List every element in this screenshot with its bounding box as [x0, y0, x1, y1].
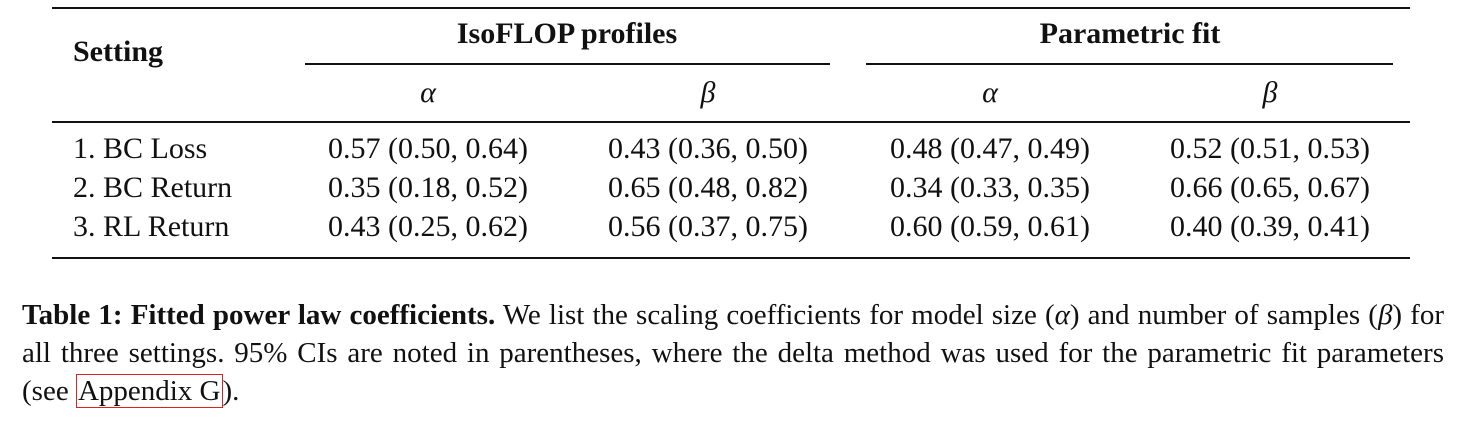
- caption-title: Fitted power law coefficients.: [130, 299, 496, 331]
- caption-text: ) for all three settings. 95% CIs are no…: [22, 299, 1444, 407]
- subheader: α: [982, 76, 998, 109]
- table-cell: 0.34 (0.33, 0.35): [890, 171, 1090, 204]
- table-cell: 0.66 (0.65, 0.67): [1170, 171, 1370, 204]
- appendix-link[interactable]: Appendix G: [75, 374, 223, 408]
- group-rule: [866, 63, 1393, 65]
- bottom-rule: [52, 257, 1410, 259]
- row-label: 1. BC Loss: [73, 132, 208, 165]
- subheader: β: [700, 76, 716, 109]
- table-cell: 0.48 (0.47, 0.49): [890, 132, 1090, 165]
- table-cell: 0.43 (0.36, 0.50): [608, 132, 808, 165]
- caption: Table 1: Fitted power law coefficients. …: [22, 296, 1444, 410]
- caption-text: ).: [222, 375, 240, 407]
- caption-text: We list the scaling coefficients for mod…: [495, 299, 1055, 331]
- table-cell: 0.52 (0.51, 0.53): [1170, 132, 1370, 165]
- row-label: 3. RL Return: [73, 210, 230, 243]
- top-rule: [52, 7, 1410, 9]
- header-group: IsoFLOP profiles: [456, 17, 678, 50]
- group-rule: [305, 63, 830, 65]
- subheader: α: [420, 76, 436, 109]
- table-cell: 0.65 (0.48, 0.82): [608, 171, 808, 204]
- table-cell: 0.60 (0.59, 0.61): [890, 210, 1090, 243]
- table-cell: 0.35 (0.18, 0.52): [328, 171, 528, 204]
- subheader: β: [1262, 76, 1278, 109]
- header-group: Parametric fit: [1039, 17, 1221, 50]
- table-cell: 0.40 (0.39, 0.41): [1170, 210, 1370, 243]
- header-setting: Setting: [73, 35, 163, 68]
- caption-label: Table 1:: [22, 299, 123, 331]
- table-cell: 0.57 (0.50, 0.64): [328, 132, 528, 165]
- symbol: β: [1377, 299, 1393, 331]
- row-label: 2. BC Return: [73, 171, 233, 204]
- symbol: α: [1054, 299, 1070, 331]
- mid-rule: [52, 121, 1410, 123]
- table-cell: 0.56 (0.37, 0.75): [608, 210, 808, 243]
- caption-text: ) and number of samples (: [1069, 299, 1378, 331]
- table-cell: 0.43 (0.25, 0.62): [328, 210, 528, 243]
